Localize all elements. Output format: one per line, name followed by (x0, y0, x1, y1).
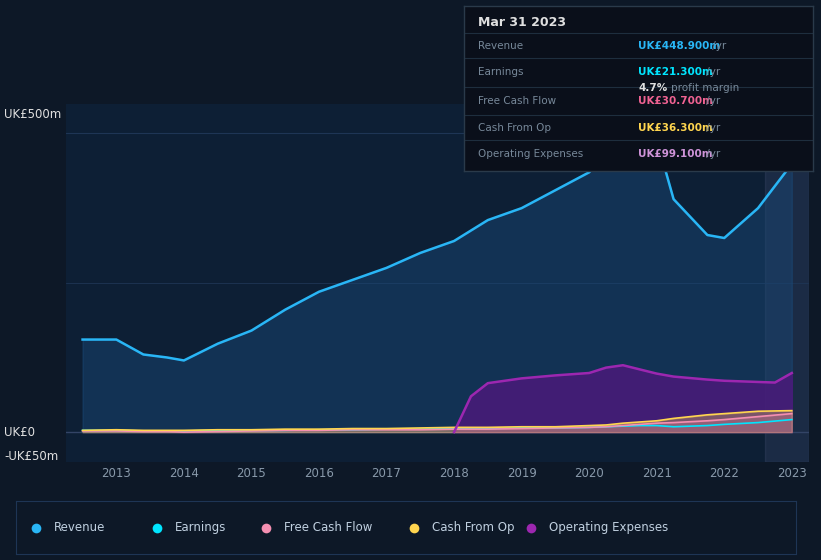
Text: UK£0: UK£0 (4, 426, 35, 439)
Text: /yr: /yr (709, 41, 727, 51)
Text: UK£99.100m: UK£99.100m (639, 150, 713, 159)
Text: profit margin: profit margin (672, 83, 740, 93)
Bar (765, 104, 809, 462)
Text: UK£500m: UK£500m (4, 108, 62, 122)
Text: Operating Expenses: Operating Expenses (478, 150, 583, 159)
Text: UK£21.300m: UK£21.300m (639, 67, 713, 77)
Text: 4.7%: 4.7% (639, 83, 667, 93)
Text: UK£30.700m: UK£30.700m (639, 96, 713, 106)
Text: /yr: /yr (703, 67, 720, 77)
Text: Earnings: Earnings (478, 67, 523, 77)
Text: /yr: /yr (703, 123, 720, 133)
Text: UK£448.900m: UK£448.900m (639, 41, 721, 51)
Text: Revenue: Revenue (478, 41, 523, 51)
Text: Cash From Op: Cash From Op (432, 521, 515, 534)
Text: Free Cash Flow: Free Cash Flow (284, 521, 372, 534)
Text: -UK£50m: -UK£50m (4, 450, 58, 463)
Text: /yr: /yr (703, 150, 720, 159)
Text: Free Cash Flow: Free Cash Flow (478, 96, 556, 106)
Text: /yr: /yr (703, 96, 720, 106)
Text: Operating Expenses: Operating Expenses (549, 521, 668, 534)
Text: Earnings: Earnings (175, 521, 226, 534)
Text: Mar 31 2023: Mar 31 2023 (478, 16, 566, 29)
Text: Revenue: Revenue (54, 521, 105, 534)
Text: Cash From Op: Cash From Op (478, 123, 551, 133)
Text: UK£36.300m: UK£36.300m (639, 123, 713, 133)
